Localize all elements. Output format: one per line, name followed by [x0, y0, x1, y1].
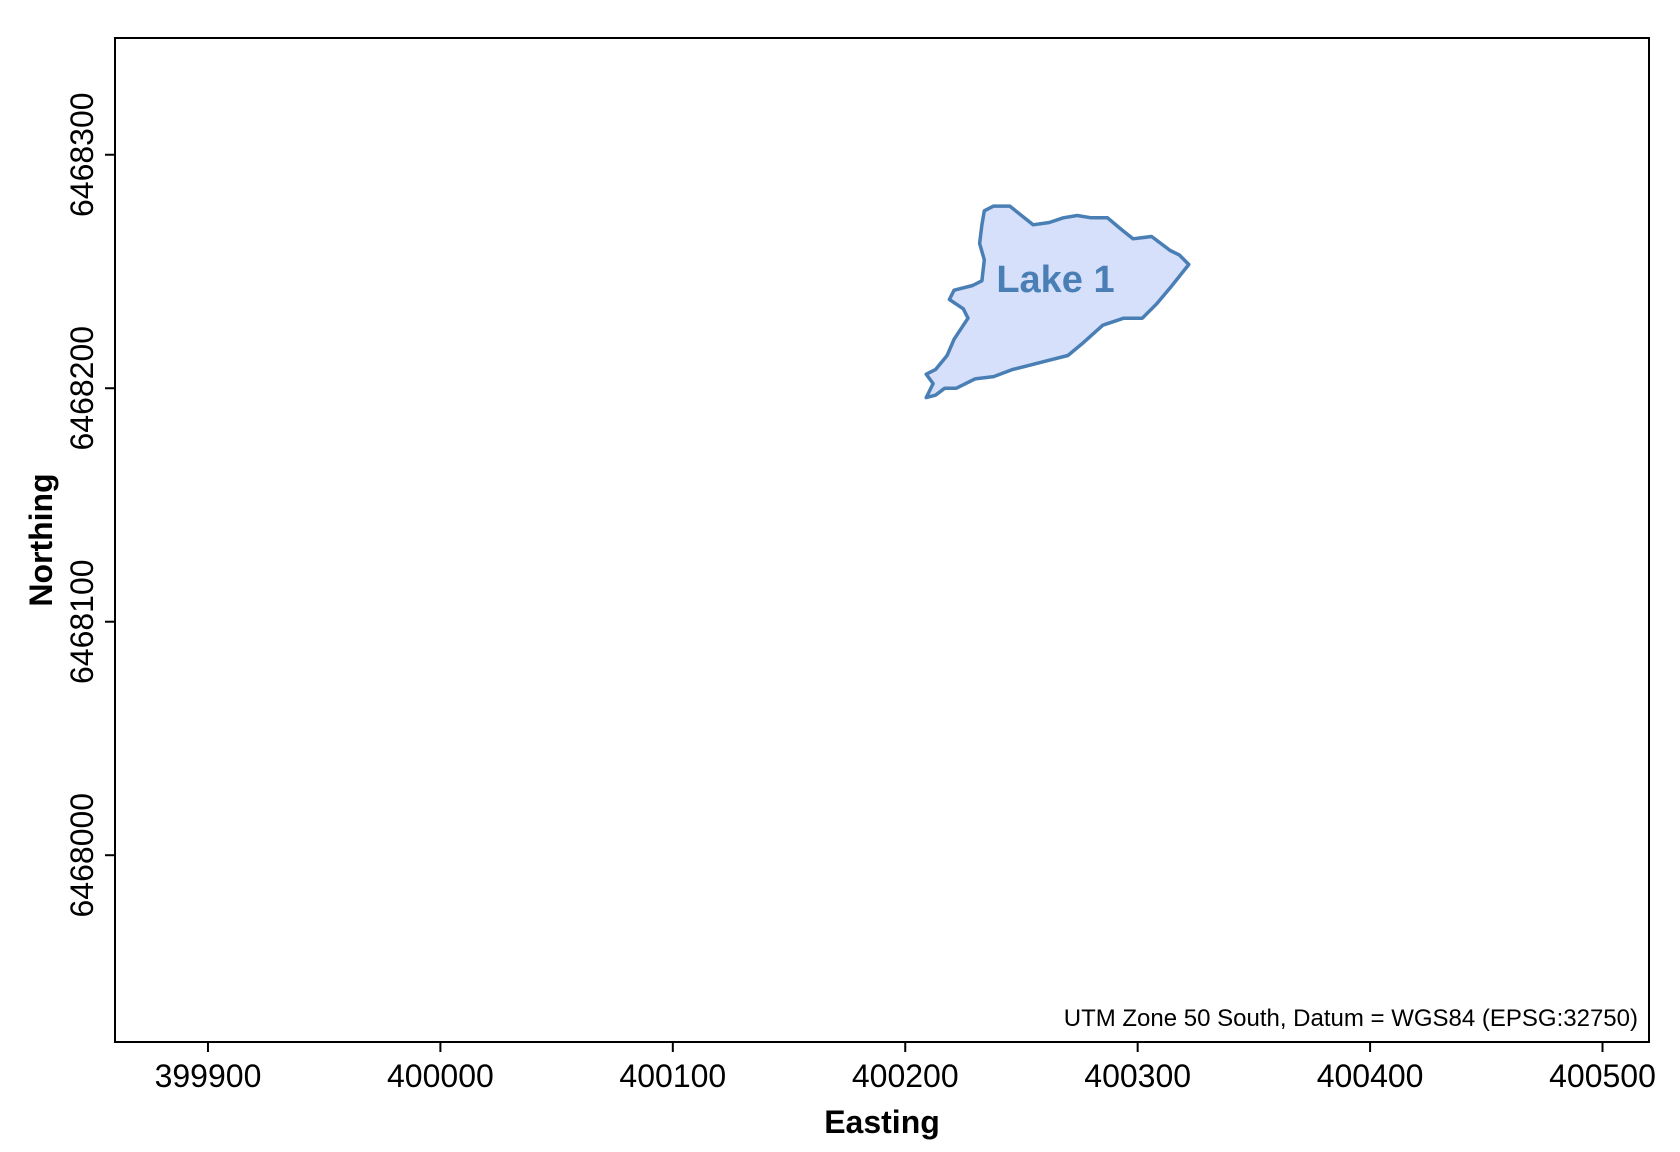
x-tick-label: 400000: [387, 1058, 494, 1094]
y-tick-label: 6468000: [64, 793, 100, 918]
y-axis-ticks: 6468000 6468100 6468200 6468300: [64, 92, 115, 917]
y-tick-label: 6468200: [64, 326, 100, 451]
y-axis-title: Northing: [23, 473, 59, 606]
crs-label-background: [977, 987, 1647, 1040]
x-tick-label: 399900: [155, 1058, 262, 1094]
x-axis-ticks: 399900 400000 400100 400200 400300 400400 4005…: [155, 1042, 1656, 1094]
lake-label: Lake 1: [996, 259, 1114, 301]
y-tick-label: 6468300: [64, 92, 100, 217]
x-tick-label: 400200: [852, 1058, 959, 1094]
lake-polygon: [924, 204, 1191, 400]
x-tick-label: 400300: [1084, 1058, 1191, 1094]
x-tick-label: 400100: [619, 1058, 726, 1094]
x-tick-label: 400500: [1549, 1058, 1656, 1094]
y-tick-label: 6468100: [64, 559, 100, 684]
x-axis-title: Easting: [824, 1104, 940, 1140]
crs-label: UTM Zone 50 South, Datum = WGS84 (EPSG:3…: [1064, 1005, 1638, 1032]
x-tick-label: 400400: [1317, 1058, 1424, 1094]
plot-panel: [114, 37, 1650, 1043]
